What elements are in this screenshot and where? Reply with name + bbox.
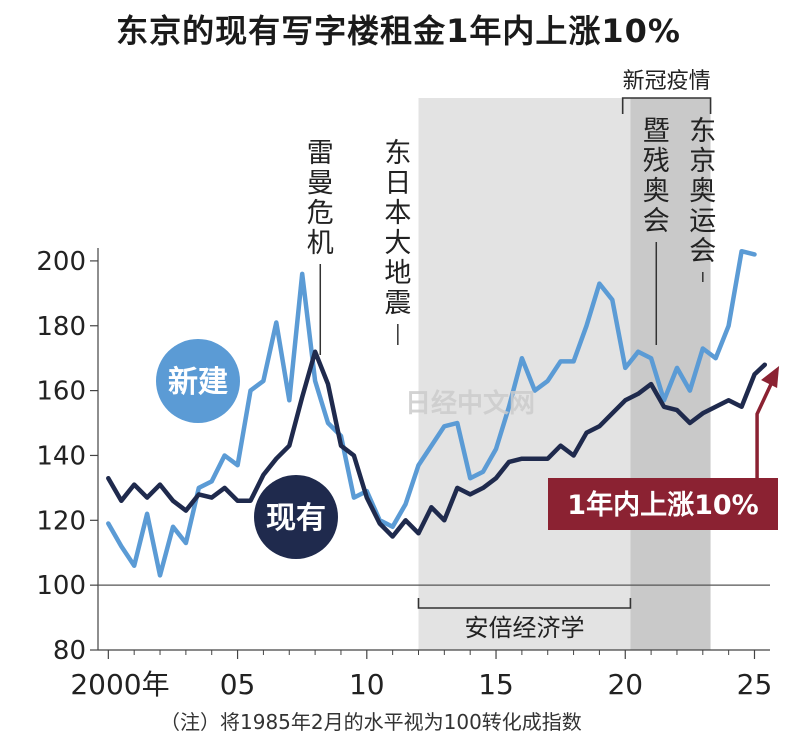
covid-label: 新冠疫情 bbox=[623, 69, 711, 94]
event-label-char: 京 bbox=[689, 146, 716, 177]
abenomics-bracket bbox=[417, 598, 632, 609]
x-tick-label: 10 bbox=[349, 668, 385, 701]
chart-title: 东京的现有写字楼租金1年内上涨10% bbox=[116, 12, 681, 50]
callout-arrowhead bbox=[761, 366, 780, 388]
watermark: 日经中文网 bbox=[405, 388, 535, 419]
covid-bracket bbox=[621, 97, 712, 114]
callout-text: 1年内上涨10% bbox=[567, 489, 758, 521]
series-line-new bbox=[106, 248, 757, 578]
label-existing-text: 现有 bbox=[266, 501, 326, 536]
y-axis-ticks: 80 100 120 140 160 180 200 bbox=[36, 247, 98, 666]
x-tick-label: 25 bbox=[737, 668, 773, 701]
x-tick-label: 05 bbox=[220, 668, 256, 701]
event-label-char: 本 bbox=[384, 198, 411, 229]
event-label-char: 机 bbox=[307, 228, 334, 259]
y-tick-label: 140 bbox=[36, 441, 86, 471]
abenomics-shaded-region bbox=[418, 98, 631, 650]
event-label-char: 曼 bbox=[307, 168, 334, 199]
event-label-char: 会 bbox=[643, 206, 670, 237]
event-label-char: 奥 bbox=[643, 176, 670, 207]
series-line-existing bbox=[106, 349, 768, 539]
label-new-badge: 新建 bbox=[156, 339, 240, 423]
y-tick-label: 100 bbox=[36, 571, 86, 601]
callout-box bbox=[548, 478, 778, 530]
x-tick-label: 20 bbox=[607, 668, 643, 701]
y-tick-label: 180 bbox=[36, 312, 86, 342]
y-tick-label: 120 bbox=[36, 506, 86, 536]
event-label-char: 会 bbox=[689, 236, 716, 267]
event-label-char: 东 bbox=[384, 138, 411, 169]
event-label-char: 奥 bbox=[689, 176, 716, 207]
event-label-char: 运 bbox=[689, 206, 716, 237]
event-label-char: 暨 bbox=[643, 116, 670, 147]
event-label-char: 东 bbox=[689, 116, 716, 147]
event-label-char: 雷 bbox=[307, 138, 334, 169]
label-existing-badge: 现有 bbox=[254, 475, 338, 559]
event-label-char: 日 bbox=[384, 168, 411, 199]
event-label-char: 地 bbox=[384, 258, 411, 289]
event-label-char: 残 bbox=[643, 146, 670, 177]
x-tick-label: 15 bbox=[478, 668, 514, 701]
x-tick-label: 2000年 bbox=[70, 668, 169, 701]
abenomics-label: 安倍经济学 bbox=[464, 614, 584, 642]
footnote: （注）将1985年2月的水平视为100转化成指数 bbox=[160, 710, 582, 734]
event-label-char: 震 bbox=[384, 288, 411, 319]
y-tick-label: 80 bbox=[53, 636, 86, 666]
y-tick-label: 160 bbox=[36, 377, 86, 407]
y-tick-label: 200 bbox=[36, 247, 86, 277]
callout-arrow bbox=[755, 383, 773, 478]
event-label-char: 危 bbox=[307, 198, 334, 229]
x-axis-ticks: 2000年 05 10 15 20 25 bbox=[70, 650, 772, 701]
label-new-text: 新建 bbox=[168, 365, 228, 400]
event-label-char: 大 bbox=[384, 228, 411, 259]
